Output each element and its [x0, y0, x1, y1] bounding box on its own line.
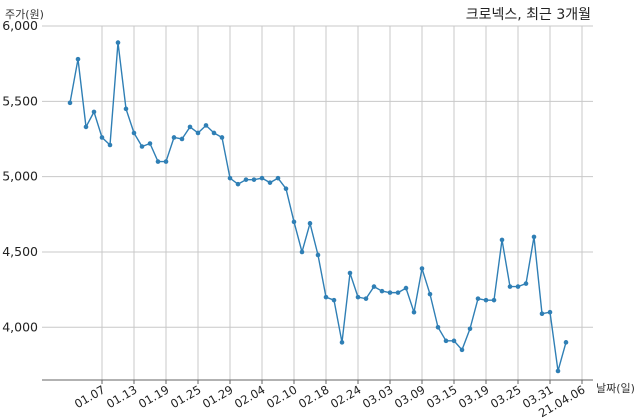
- data-point: [139, 144, 145, 149]
- data-point: [171, 135, 177, 140]
- y-tick-label: 5,000: [2, 169, 38, 184]
- data-point: [507, 284, 513, 289]
- data-point: [347, 270, 353, 276]
- y-tick-label: 4,000: [2, 319, 38, 334]
- data-point: [163, 159, 169, 164]
- y-axis-label: 주가(원): [5, 8, 44, 21]
- data-point: [395, 290, 401, 295]
- data-point: [435, 324, 441, 330]
- x-tick-label: 01.29: [200, 382, 236, 411]
- data-point: [227, 175, 233, 181]
- data-point: [203, 123, 209, 128]
- series-line: [69, 42, 567, 372]
- data-point: [539, 311, 545, 317]
- data-point: [515, 284, 521, 289]
- y-tick-labels: 4,000 4,500 5,000 5,500 6,000: [2, 18, 38, 334]
- x-tick-label: 03.19: [456, 382, 492, 411]
- data-point: [315, 252, 321, 258]
- data-point: [115, 40, 121, 45]
- data-point: [331, 297, 337, 303]
- x-tick-labels: 01.0701.1301.1901.2501.2902.0402.1002.18…: [72, 382, 588, 419]
- data-point: [219, 135, 225, 140]
- data-point: [99, 135, 105, 140]
- grid: [42, 25, 593, 380]
- data-point: [283, 186, 289, 191]
- x-axis-label: 날짜(일): [596, 381, 635, 395]
- data-point: [267, 180, 273, 185]
- data-point: [467, 326, 473, 332]
- x-tick-label: 01.25: [168, 382, 204, 411]
- x-tick-label: 02.24: [328, 382, 364, 411]
- y-tick-label: 4,500: [2, 244, 38, 259]
- data-point: [531, 234, 537, 240]
- data-point: [75, 56, 81, 62]
- x-tick-label: 02.18: [296, 382, 332, 411]
- data-point: [427, 291, 433, 297]
- x-tick-label: 02.10: [264, 382, 300, 411]
- data-point: [555, 368, 561, 374]
- data-point: [411, 309, 417, 315]
- data-point: [451, 338, 457, 344]
- x-tick-label: 01.13: [104, 382, 140, 411]
- data-point: [275, 175, 281, 181]
- data-point: [259, 175, 265, 181]
- data-point: [499, 237, 505, 243]
- data-point: [107, 142, 113, 148]
- data-point: [443, 338, 449, 344]
- x-tick-label: 02.04: [232, 382, 268, 411]
- y-tick-label: 5,500: [2, 93, 38, 108]
- data-point: [339, 340, 345, 345]
- data-point: [547, 309, 553, 315]
- data-point: [91, 109, 97, 115]
- data-point: [459, 347, 465, 353]
- data-point: [179, 136, 185, 142]
- data-point: [483, 297, 489, 303]
- data-point: [419, 266, 425, 271]
- data-point: [323, 294, 329, 300]
- data-point: [251, 177, 257, 182]
- data-point: [307, 221, 313, 226]
- data-point: [387, 290, 393, 295]
- data-point: [123, 106, 129, 112]
- x-tick-label: 03.09: [392, 382, 428, 411]
- data-point: [67, 100, 73, 106]
- series-group: [67, 40, 569, 374]
- data-point: [195, 130, 201, 136]
- data-point: [147, 141, 153, 146]
- data-point: [187, 124, 193, 130]
- y-tick-label: 6,000: [2, 18, 38, 33]
- data-point: [299, 249, 305, 255]
- data-point: [131, 130, 137, 136]
- chart-title: 크로넥스, 최근 3개월: [466, 7, 591, 23]
- data-point: [475, 296, 481, 301]
- data-point: [371, 284, 377, 289]
- data-point: [379, 288, 385, 294]
- data-point: [243, 177, 249, 182]
- x-tick-label: 03.25: [488, 382, 524, 411]
- x-tick-label: 03.15: [424, 382, 460, 411]
- data-point: [155, 159, 161, 164]
- data-point: [523, 281, 529, 286]
- data-point: [355, 294, 361, 300]
- axes: [42, 379, 593, 384]
- data-point: [235, 181, 241, 187]
- data-point: [291, 219, 297, 225]
- data-point: [403, 285, 409, 291]
- x-tick-label: 03.03: [360, 382, 396, 411]
- x-tick-label: 01.19: [136, 382, 172, 411]
- data-point: [83, 124, 89, 130]
- x-tick-label: 01.07: [72, 382, 108, 411]
- data-point: [491, 297, 497, 303]
- data-point: [563, 340, 569, 345]
- data-point: [211, 130, 217, 136]
- data-point: [363, 296, 369, 301]
